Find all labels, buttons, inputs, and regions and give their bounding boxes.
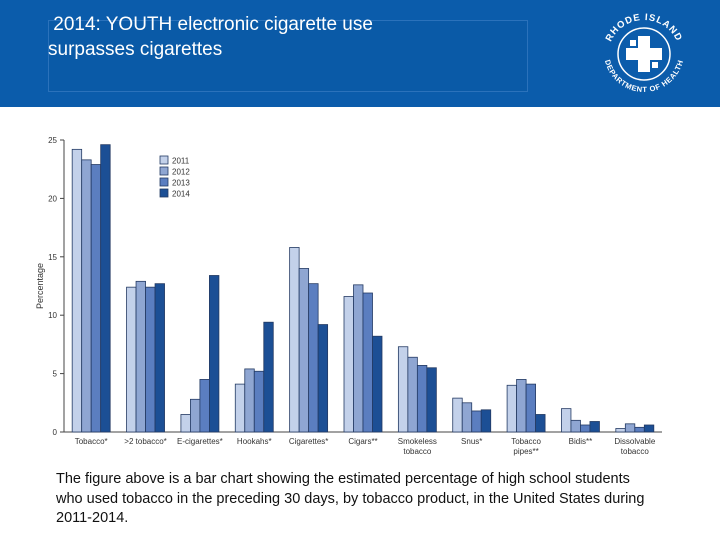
title-line-1: 2014: YOUTH electronic cigarette use: [48, 14, 373, 35]
bar-2012-0: [81, 159, 92, 433]
bar-2013-2: [199, 379, 210, 433]
bar-2013-5: [362, 292, 373, 433]
legend-label-2012: 2012: [172, 168, 190, 177]
x-tick-label: Bidis**: [569, 437, 593, 446]
bar-2012-5: [353, 284, 364, 433]
y-tick-label: 10: [48, 311, 57, 320]
bar-chart: 0 5 10 15 20 25 Percentage Tobacco* >2 tobacco* E…: [35, 136, 662, 456]
bar-2014-9: [589, 421, 600, 433]
bar-2011-0: [71, 148, 83, 433]
x-tick-label: E-cigarettes*: [177, 437, 223, 446]
x-tick-label: >2 tobacco*: [124, 437, 166, 446]
bar-2013-3: [253, 370, 265, 433]
x-tick-label: Snus*: [461, 437, 482, 446]
bar-2012-4: [298, 268, 310, 433]
bar-2012-6: [407, 356, 418, 433]
chart-caption: The figure above is a bar chart showing …: [56, 471, 645, 526]
bar-2013-4: [308, 283, 319, 433]
y-axis-label: Percentage: [35, 263, 45, 309]
bar-2013-6: [416, 365, 428, 433]
bar-2011-2: [180, 414, 191, 433]
bar-2014-10: [643, 424, 655, 433]
legend-label-2014: 2014: [172, 190, 190, 199]
bar-2013-9: [580, 424, 591, 433]
legend-label-2013: 2013: [172, 179, 190, 188]
bar-2013-10: [634, 426, 645, 433]
x-tick-label: tobacco: [403, 447, 432, 456]
x-tick-label: Hookahs*: [237, 437, 272, 446]
bar-2011-4: [289, 247, 300, 433]
bar-2011-6: [397, 346, 409, 433]
legend-swatch-2014: [159, 188, 169, 198]
y-tick-label: 0: [53, 428, 58, 437]
slide-title: 2014: YOUTH electronic cigarette use sur…: [48, 12, 518, 62]
bar-2014-1: [154, 283, 165, 433]
bar-2011-3: [234, 383, 246, 433]
bar-2014-7: [480, 409, 492, 433]
bar-2014-2: [209, 275, 220, 433]
logo-ring: [617, 27, 671, 81]
bar-2014-6: [426, 367, 437, 433]
bar-2011-5: [343, 296, 354, 433]
x-tick-label: Smokeless: [398, 437, 437, 446]
bar-2013-8: [525, 383, 536, 433]
x-tick-label: Cigarettes*: [289, 437, 329, 446]
y-tick-label: 25: [48, 136, 57, 145]
bar-2012-9: [570, 419, 581, 433]
bar-2011-7: [452, 397, 463, 433]
y-tick-label: 15: [48, 253, 57, 262]
y-tick-label: 20: [48, 194, 57, 203]
bar-2011-9: [561, 408, 572, 433]
bar-2012-2: [190, 398, 201, 433]
ri-health-logo: RHODE ISLAND DEPARTMENT OF HEALTH: [603, 12, 685, 94]
bar-2011-8: [506, 384, 517, 433]
bar-2014-8: [535, 414, 546, 433]
bar-2014-0: [100, 144, 111, 433]
bar-2014-4: [317, 324, 329, 433]
x-tick-label: Cigars**: [348, 437, 377, 446]
x-tick-label: tobacco: [621, 447, 650, 456]
bar-2012-3: [244, 368, 255, 433]
x-tick-label: Dissolvable: [614, 437, 655, 446]
bar-2013-1: [145, 286, 156, 433]
bar-2014-5: [372, 335, 383, 433]
x-tick-label: Tobacco*: [75, 437, 108, 446]
bar-2012-10: [624, 423, 636, 433]
bar-2011-10: [615, 428, 626, 433]
bar-2011-1: [126, 286, 137, 433]
legend-swatch-2012: [159, 166, 169, 176]
legend-swatch-2011: [159, 155, 169, 165]
bar-2013-0: [90, 164, 102, 433]
legend-swatch-2013: [159, 177, 169, 187]
bar-2012-8: [516, 379, 527, 433]
title-line-2: surpasses cigarettes: [48, 39, 223, 60]
bar-2013-7: [471, 410, 482, 433]
x-tick-label: Tobacco: [511, 437, 541, 446]
bar-2014-3: [263, 321, 274, 433]
x-tick-label: pipes**: [513, 447, 538, 456]
bar-2012-7: [461, 402, 473, 433]
logo-cross-icon: [626, 36, 662, 72]
bar-2012-1: [135, 280, 146, 433]
y-tick-label: 5: [53, 370, 58, 379]
title-box: [48, 20, 528, 92]
legend-label-2011: 2011: [172, 157, 190, 166]
